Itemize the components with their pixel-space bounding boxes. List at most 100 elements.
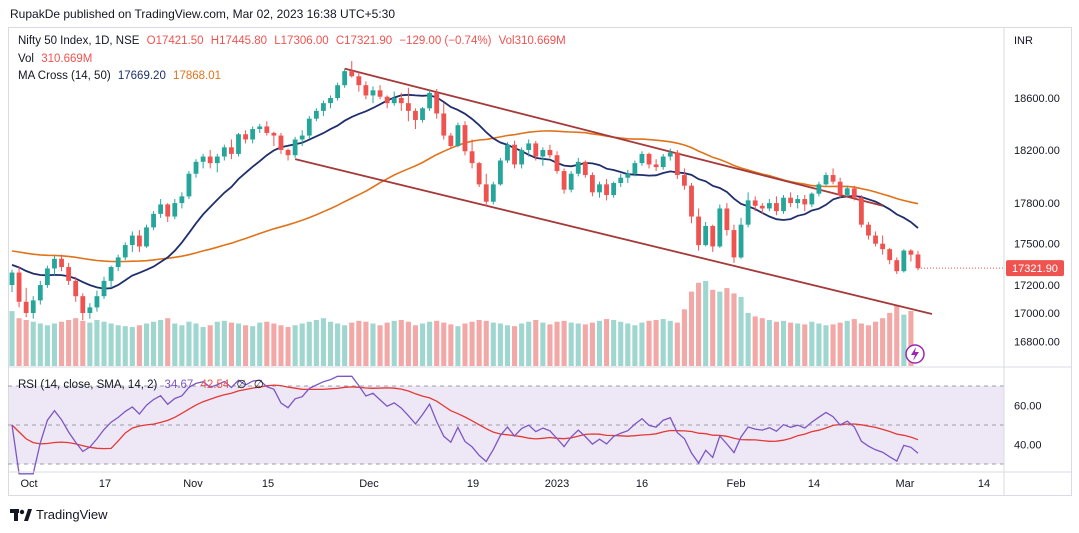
candle-body xyxy=(292,139,298,156)
volume-bar xyxy=(228,322,234,366)
volume-bar xyxy=(483,320,489,366)
volume-bar xyxy=(752,316,758,366)
candle-body xyxy=(200,156,206,162)
volume-bar xyxy=(497,323,503,366)
volume-bar xyxy=(278,325,284,366)
footer-brand[interactable]: TradingView xyxy=(10,507,108,522)
volume-value: 310.669M xyxy=(41,53,93,65)
lightning-icon-bolt xyxy=(911,347,919,361)
candle-body xyxy=(561,171,567,190)
candle-body xyxy=(271,132,277,136)
candle-body xyxy=(823,175,829,185)
rsi-lines xyxy=(11,375,919,475)
candle-body xyxy=(469,151,475,164)
volume-bar xyxy=(23,319,29,366)
volume-bar xyxy=(398,319,404,366)
publisher-line: RupakDe published on TradingView.com, Ma… xyxy=(10,7,396,21)
last-price-badge xyxy=(1006,260,1064,277)
candle-body xyxy=(363,85,369,96)
volume-inline: Vol310.669M xyxy=(498,35,566,47)
candle-body xyxy=(335,85,341,98)
chart-frame xyxy=(8,27,1072,496)
volume-bar xyxy=(851,319,857,366)
volume-bar xyxy=(327,321,334,366)
volume-bar xyxy=(674,322,680,366)
candle-body xyxy=(455,125,461,147)
volume-bar xyxy=(519,323,525,366)
candle-body xyxy=(165,204,171,217)
candle-body xyxy=(710,226,716,247)
candle-body xyxy=(448,135,454,147)
volume-bar xyxy=(696,282,702,366)
candle-body xyxy=(774,203,779,212)
volume-bar xyxy=(703,281,709,366)
candle-body xyxy=(229,147,234,154)
volume-bar xyxy=(207,325,213,366)
time-tick-label: Oct xyxy=(20,478,37,490)
candle-body xyxy=(66,267,72,281)
volume-bar xyxy=(9,311,15,366)
candle-body xyxy=(441,113,447,136)
candle-body xyxy=(179,196,185,204)
candle-body xyxy=(724,208,730,231)
volume-bar xyxy=(731,293,737,366)
candle-body xyxy=(44,268,50,286)
candle-body xyxy=(129,235,135,246)
candle-body xyxy=(384,96,390,104)
candle-body xyxy=(745,200,751,225)
candle-body xyxy=(497,160,503,185)
volume-bar xyxy=(122,326,128,366)
ma-legend: MA Cross (14, 50) 17669.20 17868.01 xyxy=(18,70,225,82)
candle-body xyxy=(519,149,525,165)
volume-bar xyxy=(73,318,79,366)
volume-bar xyxy=(80,320,86,366)
volume-bar xyxy=(292,325,298,366)
volume-bar xyxy=(51,323,58,366)
volume-bar xyxy=(837,322,843,366)
volume-bar xyxy=(377,325,383,366)
candle-body xyxy=(667,152,673,157)
candle-body xyxy=(788,197,794,204)
close-value: C17321.90 xyxy=(335,35,393,47)
volume-bar xyxy=(434,320,440,366)
volume-bar xyxy=(363,321,369,366)
volume-bar xyxy=(391,320,397,366)
time-tick-label: 16 xyxy=(636,478,648,490)
volume-bar xyxy=(221,320,227,366)
volume-bar xyxy=(575,323,581,366)
candle-body xyxy=(476,163,482,185)
volume-bar xyxy=(158,319,164,366)
candle-body xyxy=(625,173,631,178)
volume-bar xyxy=(101,321,107,366)
volume-bar xyxy=(901,314,907,366)
candle-body xyxy=(349,71,355,77)
candle-body xyxy=(122,245,128,258)
volume-bar xyxy=(618,321,624,366)
volume-bar xyxy=(214,321,220,366)
candle-body xyxy=(873,235,878,244)
candle-body xyxy=(611,183,617,196)
volume-bar xyxy=(405,321,411,366)
candle-body xyxy=(547,149,553,156)
candle-body xyxy=(915,254,921,269)
candle-body xyxy=(575,161,581,174)
volume-bar xyxy=(129,327,135,366)
volume-bar xyxy=(243,325,249,366)
volume-bar xyxy=(200,327,206,366)
volume-bar xyxy=(193,323,199,366)
time-tick-label: Dec xyxy=(359,478,379,490)
volume-bar xyxy=(823,325,829,366)
volume-bar xyxy=(625,323,631,366)
volume-bar xyxy=(667,320,673,366)
rsi-tick-label: 60.00 xyxy=(1014,401,1042,413)
candle-body xyxy=(526,143,532,150)
candle-body xyxy=(186,173,192,197)
volume-bar xyxy=(632,325,638,366)
ohlc-legend: Nifty 50 Index, 1D, NSE O17421.50 H17445… xyxy=(18,35,570,47)
volume-bar xyxy=(745,312,751,366)
low-value: L17306.00 xyxy=(274,35,329,47)
candle-body xyxy=(9,272,15,286)
volume-bar xyxy=(427,321,433,366)
candle-body xyxy=(540,149,546,157)
